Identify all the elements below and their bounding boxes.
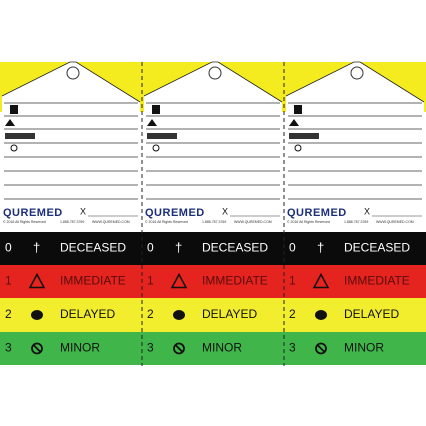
tag-edge — [143, 61, 283, 103]
tag-hole — [350, 66, 364, 80]
band-label: DECEASED — [344, 241, 410, 255]
icon-city — [5, 133, 35, 139]
band — [142, 332, 284, 365]
icon-home — [147, 119, 157, 126]
signature-mark: X — [364, 206, 370, 216]
phone: 1.888.787.3769 — [344, 220, 368, 224]
band-label: IMMEDIATE — [60, 274, 126, 288]
band-number: 0 — [5, 241, 12, 255]
copyright: © 2016 All Rights Reserved — [3, 220, 46, 224]
band-number: 1 — [289, 274, 296, 288]
icon-warning — [28, 272, 46, 289]
website: WWW.QUREMED.COM — [92, 220, 130, 224]
band-number: 0 — [289, 241, 296, 255]
copyright: © 2016 All Rights Reserved — [287, 220, 330, 224]
icon-no-bar — [316, 344, 326, 353]
band — [284, 332, 426, 365]
band — [0, 232, 142, 265]
band-number: 3 — [289, 341, 296, 355]
icon-city — [147, 133, 177, 139]
band-label: MINOR — [60, 341, 100, 355]
band-number: 0 — [147, 241, 154, 255]
band — [142, 265, 284, 298]
icon-person — [294, 105, 302, 114]
icon-no — [315, 342, 327, 355]
band — [284, 298, 426, 332]
tag-edge — [1, 61, 141, 103]
band-label: MINOR — [202, 341, 242, 355]
band-label: DELAYED — [60, 307, 115, 321]
icon-home — [289, 119, 299, 126]
band — [284, 265, 426, 298]
icon-search — [152, 144, 160, 152]
band-label: DECEASED — [60, 241, 126, 255]
band — [284, 232, 426, 265]
copyright: © 2016 All Rights Reserved — [145, 220, 188, 224]
band-number: 1 — [5, 274, 12, 288]
band-number: 3 — [5, 341, 12, 355]
icon-warning — [170, 272, 188, 289]
band-number: 1 — [147, 274, 154, 288]
phone: 1.888.787.3769 — [60, 220, 84, 224]
website: WWW.QUREMED.COM — [376, 220, 414, 224]
band-number: 2 — [289, 307, 296, 321]
deceased-symbol: † — [33, 240, 40, 255]
icon-no — [173, 342, 185, 355]
band-label: IMMEDIATE — [202, 274, 268, 288]
icon-home — [5, 119, 15, 126]
icon-search — [294, 144, 302, 152]
band — [0, 298, 142, 332]
tag-body-top — [2, 62, 140, 112]
band-label: DELAYED — [202, 307, 257, 321]
band — [142, 298, 284, 332]
tag-hole — [66, 66, 80, 80]
tag-edge — [285, 61, 425, 103]
icon-no-bar — [174, 344, 184, 353]
brand-logo: QUREMED — [3, 207, 63, 219]
brand-logo: QUREMED — [287, 207, 347, 219]
icon-city — [289, 133, 319, 139]
phone: 1.888.787.3769 — [202, 220, 226, 224]
band-number: 2 — [147, 307, 154, 321]
icon-warning — [312, 272, 330, 289]
band — [142, 232, 284, 265]
tag-hole — [208, 66, 222, 80]
icon-snail — [31, 310, 43, 320]
icon-person — [152, 105, 160, 114]
deceased-symbol: † — [317, 240, 324, 255]
brand-logo: QUREMED — [145, 207, 205, 219]
band-label: DECEASED — [202, 241, 268, 255]
icon-search — [10, 144, 18, 152]
website: WWW.QUREMED.COM — [234, 220, 272, 224]
tag-body-top — [286, 62, 424, 112]
icon-no — [31, 342, 43, 355]
signature-mark: X — [80, 206, 86, 216]
band-label: DELAYED — [344, 307, 399, 321]
band — [0, 332, 142, 365]
band — [0, 265, 142, 298]
deceased-symbol: † — [175, 240, 182, 255]
tag-body-top — [144, 62, 282, 112]
band-label: IMMEDIATE — [344, 274, 410, 288]
signature-mark: X — [222, 206, 228, 216]
icon-no-bar — [32, 344, 42, 353]
band-label: MINOR — [344, 341, 384, 355]
band-number: 3 — [147, 341, 154, 355]
icon-person — [10, 105, 18, 114]
icon-snail — [173, 310, 185, 320]
band-number: 2 — [5, 307, 12, 321]
icon-snail — [315, 310, 327, 320]
